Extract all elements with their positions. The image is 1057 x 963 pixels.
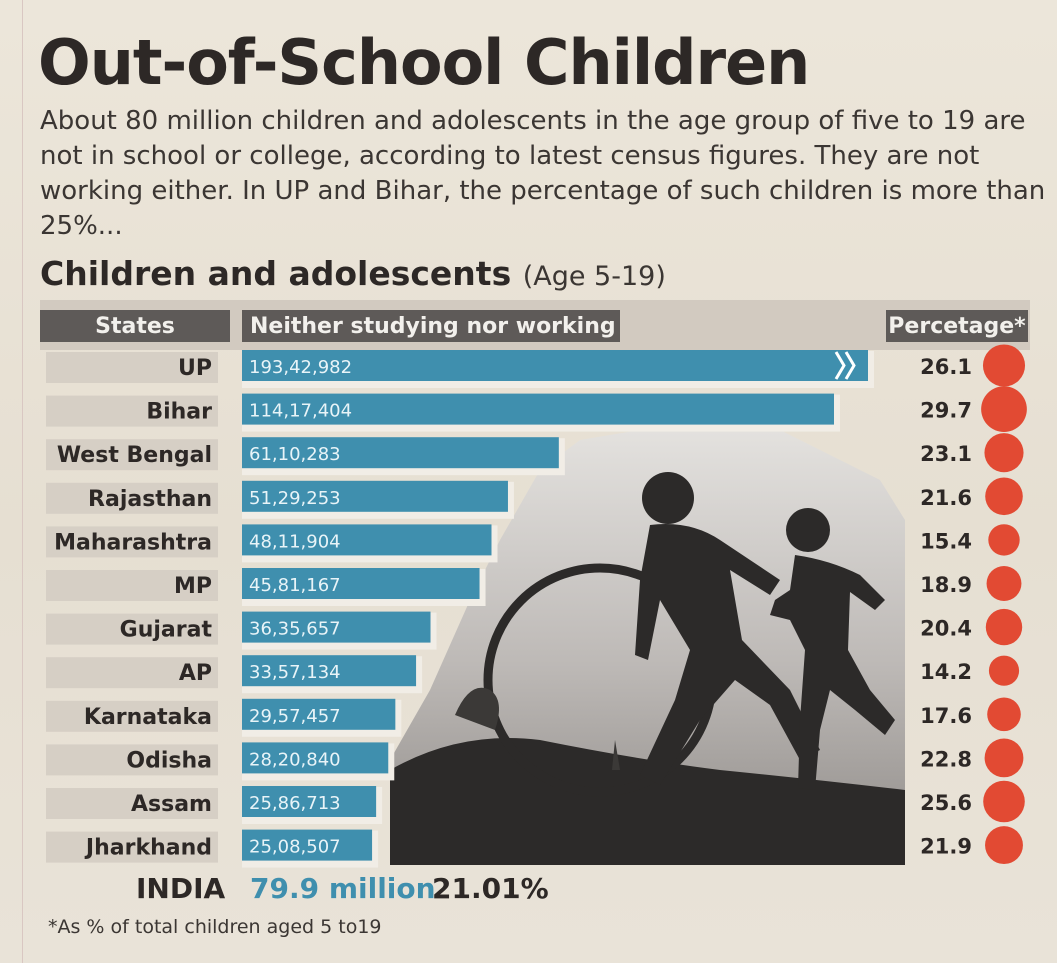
state-label: Assam	[131, 792, 212, 817]
state-label-bg	[46, 744, 218, 776]
percentage-label: 23.1	[920, 442, 972, 466]
bar	[242, 611, 431, 643]
bar-value-label: 36,35,657	[249, 619, 341, 640]
percentage-dot	[983, 780, 1025, 823]
state-label: Rajasthan	[88, 487, 212, 512]
india-percent: 21.01%	[432, 872, 549, 905]
state-label-bg	[46, 439, 218, 471]
state-label-bg	[46, 570, 218, 601]
bar	[242, 742, 389, 774]
state-label: MP	[174, 574, 212, 599]
percentage-label: 14.2	[920, 660, 972, 684]
state-label-bg	[46, 657, 218, 689]
state-label-bg	[46, 352, 218, 383]
bar-value-label: 48,11,904	[249, 531, 341, 552]
state-label-bg	[46, 395, 218, 427]
state-label: UP	[178, 356, 212, 381]
states-header: States	[40, 310, 230, 342]
bar	[242, 655, 417, 687]
bar-value-label: 45,81,167	[249, 575, 341, 596]
state-label: West Bengal	[57, 443, 212, 468]
percentage-dot	[985, 608, 1023, 646]
bar	[242, 829, 373, 861]
bar-value-label: 61,10,283	[249, 444, 341, 465]
bar	[242, 393, 834, 425]
subheading-note: (Age 5-19)	[522, 261, 666, 292]
bar	[242, 568, 480, 599]
percentage-dot	[986, 566, 1022, 601]
bar-value-label: 33,57,134	[249, 662, 341, 683]
percentage-label: 21.6	[920, 486, 972, 510]
percentage-dot	[984, 738, 1024, 778]
state-label: AP	[179, 661, 212, 686]
page-title: Out-of-School Children	[38, 26, 810, 99]
subheading-text: Children and adolescents	[40, 254, 512, 293]
bar-value-label: 25,86,713	[249, 793, 341, 814]
bar	[242, 786, 377, 817]
percentage-header: Percetage*	[886, 310, 1028, 342]
state-label: Maharashtra	[54, 530, 212, 555]
percentage-dot	[985, 477, 1023, 516]
percentage-dot	[987, 697, 1021, 732]
percentage-label: 21.9	[920, 835, 972, 859]
bar	[242, 350, 868, 381]
bar	[242, 524, 492, 556]
state-label-bg	[46, 482, 218, 514]
percentage-label: 26.1	[920, 355, 972, 379]
percentage-dot	[985, 826, 1023, 865]
percentage-dot	[984, 433, 1024, 473]
percentage-label: 22.8	[920, 747, 972, 771]
bar-value-label: 29,57,457	[249, 706, 341, 727]
state-label: Jharkhand	[84, 836, 212, 861]
state-label: Gujarat	[120, 618, 213, 643]
state-label: Bihar	[146, 400, 212, 425]
bar	[242, 480, 508, 512]
percentage-label: 15.4	[920, 529, 972, 553]
percentage-dot	[988, 655, 1020, 686]
percentage-label: 17.6	[920, 704, 972, 728]
india-label: INDIA	[136, 872, 226, 905]
footnote: *As % of total children aged 5 to19	[48, 916, 382, 938]
state-label-bg	[46, 613, 218, 645]
state-label-bg	[46, 788, 218, 819]
state-label-bg	[46, 700, 218, 732]
percentage-dot	[982, 344, 1026, 387]
bar	[242, 698, 396, 730]
percentage-label: 20.4	[920, 617, 972, 641]
silhouette-photo	[390, 420, 905, 865]
percentage-dot	[988, 524, 1020, 556]
bar-value-label: 28,20,840	[249, 749, 341, 770]
percentage-dot	[981, 386, 1027, 432]
bar-value-label: 51,29,253	[249, 488, 341, 509]
percentage-label: 18.9	[920, 573, 972, 597]
bar	[242, 437, 559, 469]
chart-subheading: Children and adolescents (Age 5-19)	[40, 254, 666, 293]
state-label: Odisha	[126, 748, 212, 773]
percentage-label: 29.7	[920, 399, 972, 423]
bar-value-label: 25,08,507	[249, 837, 341, 858]
neither-header: Neither studying nor working	[242, 310, 620, 342]
state-label-bg	[46, 831, 218, 863]
india-total: 79.9 million	[250, 872, 436, 905]
bar-value-label: 193,42,982	[249, 357, 352, 378]
intro-paragraph: About 80 million children and adolescent…	[40, 106, 1046, 241]
axis-break-mark	[834, 351, 856, 380]
bar-value-label: 114,17,404	[249, 401, 352, 422]
percentage-label: 25.6	[920, 791, 972, 815]
state-label-bg	[46, 526, 218, 558]
margin-line	[22, 0, 23, 963]
state-label: Karnataka	[84, 705, 212, 730]
